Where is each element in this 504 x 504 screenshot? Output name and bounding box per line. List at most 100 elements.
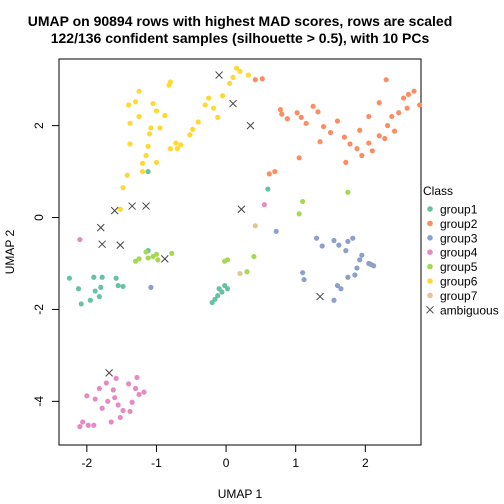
point-group1 [96, 293, 102, 300]
point-ambiguous [316, 292, 324, 301]
data-points [66, 65, 423, 430]
point-group2 [427, 220, 433, 227]
point-group2 [369, 148, 375, 154]
point-group4 [108, 419, 114, 425]
point-group6 [226, 80, 233, 86]
point-group1 [265, 186, 271, 192]
y-tick-label: 2 [32, 122, 46, 129]
point-group2 [294, 110, 300, 116]
point-group1 [99, 274, 105, 280]
point-group4 [84, 393, 90, 399]
point-ambiguous [105, 369, 113, 377]
x-tick-label: 1 [292, 456, 299, 470]
point-ambiguous [229, 99, 237, 108]
series-group7 [237, 223, 258, 277]
point-group3 [331, 297, 337, 303]
point-group1 [115, 282, 121, 289]
point-group3 [359, 252, 365, 258]
point-group4 [261, 202, 267, 208]
point-group1 [120, 283, 126, 290]
point-group3 [319, 243, 325, 249]
point-group3 [427, 235, 433, 241]
point-group5 [136, 256, 142, 262]
point-group2 [277, 106, 283, 113]
series-group6 [117, 65, 251, 212]
point-group1 [98, 284, 104, 290]
point-group2 [266, 171, 272, 177]
point-group1 [66, 275, 73, 281]
point-group1 [215, 293, 221, 299]
point-group2 [411, 88, 417, 94]
point-group2 [252, 77, 258, 83]
legend: Class group1group2group3group4group5grou… [423, 184, 499, 317]
point-group6 [174, 146, 180, 152]
point-ambiguous [215, 71, 223, 79]
point-group4 [103, 380, 109, 386]
point-group1 [427, 206, 433, 212]
point-ambiguous [426, 305, 434, 314]
point-group5 [155, 257, 161, 263]
point-group2 [354, 146, 360, 152]
point-group6 [215, 114, 221, 120]
point-group3 [338, 286, 344, 292]
legend-label-ambiguous: ambiguous [440, 303, 499, 317]
point-group4 [99, 405, 105, 411]
point-group4 [85, 422, 91, 428]
point-group5 [300, 198, 306, 205]
point-group6 [117, 206, 123, 212]
point-group6 [166, 82, 172, 88]
point-group6 [136, 113, 142, 120]
point-ambiguous [96, 223, 105, 232]
point-group2 [405, 91, 412, 97]
x-axis-label: UMAP 1 [218, 487, 263, 501]
point-ambiguous [110, 206, 119, 215]
point-group4 [117, 414, 123, 421]
series-group2 [252, 76, 423, 177]
point-group4 [120, 407, 126, 414]
point-group2 [376, 100, 382, 106]
legend-label-group4: group4 [440, 246, 478, 260]
legend-label-group7: group7 [440, 289, 478, 303]
y-axis-label: UMAP 2 [3, 229, 17, 274]
point-group3 [331, 237, 337, 244]
point-group6 [233, 65, 240, 71]
chart-title-line-2: 122/136 confident samples (silhouette > … [51, 30, 430, 46]
point-group2 [357, 127, 363, 133]
point-group2 [315, 109, 321, 115]
point-group2 [259, 76, 265, 82]
point-group3 [345, 274, 351, 280]
point-group4 [127, 408, 133, 415]
point-group2 [404, 105, 410, 111]
point-group4 [134, 374, 140, 381]
point-group2 [272, 168, 278, 175]
point-group4 [77, 424, 83, 430]
point-group4 [92, 396, 98, 402]
point-group2 [320, 123, 327, 130]
point-ambiguous [246, 121, 255, 130]
point-group6 [148, 125, 154, 131]
point-group2 [396, 110, 402, 116]
point-ambiguous [128, 202, 136, 210]
legend-title: Class [423, 184, 453, 198]
point-group4 [129, 399, 135, 405]
point-group4 [91, 422, 97, 428]
chart-title-line-1: UMAP on 90894 rows with highest MAD scor… [28, 13, 453, 29]
point-group4 [427, 249, 433, 255]
point-group1 [145, 168, 151, 175]
point-group3 [148, 284, 154, 290]
point-group5 [296, 211, 302, 217]
point-group4 [112, 395, 118, 401]
point-group6 [153, 159, 160, 165]
point-group2 [343, 159, 349, 165]
point-group2 [296, 155, 302, 161]
point-ambiguous [116, 241, 125, 249]
point-group6 [143, 152, 149, 159]
point-ambiguous [237, 205, 246, 214]
point-group3 [300, 270, 306, 276]
point-group4 [132, 385, 139, 392]
point-group3 [301, 276, 307, 283]
series-group5 [132, 189, 351, 275]
point-group5 [224, 257, 231, 263]
point-group6 [132, 99, 139, 105]
point-group2 [384, 123, 391, 129]
